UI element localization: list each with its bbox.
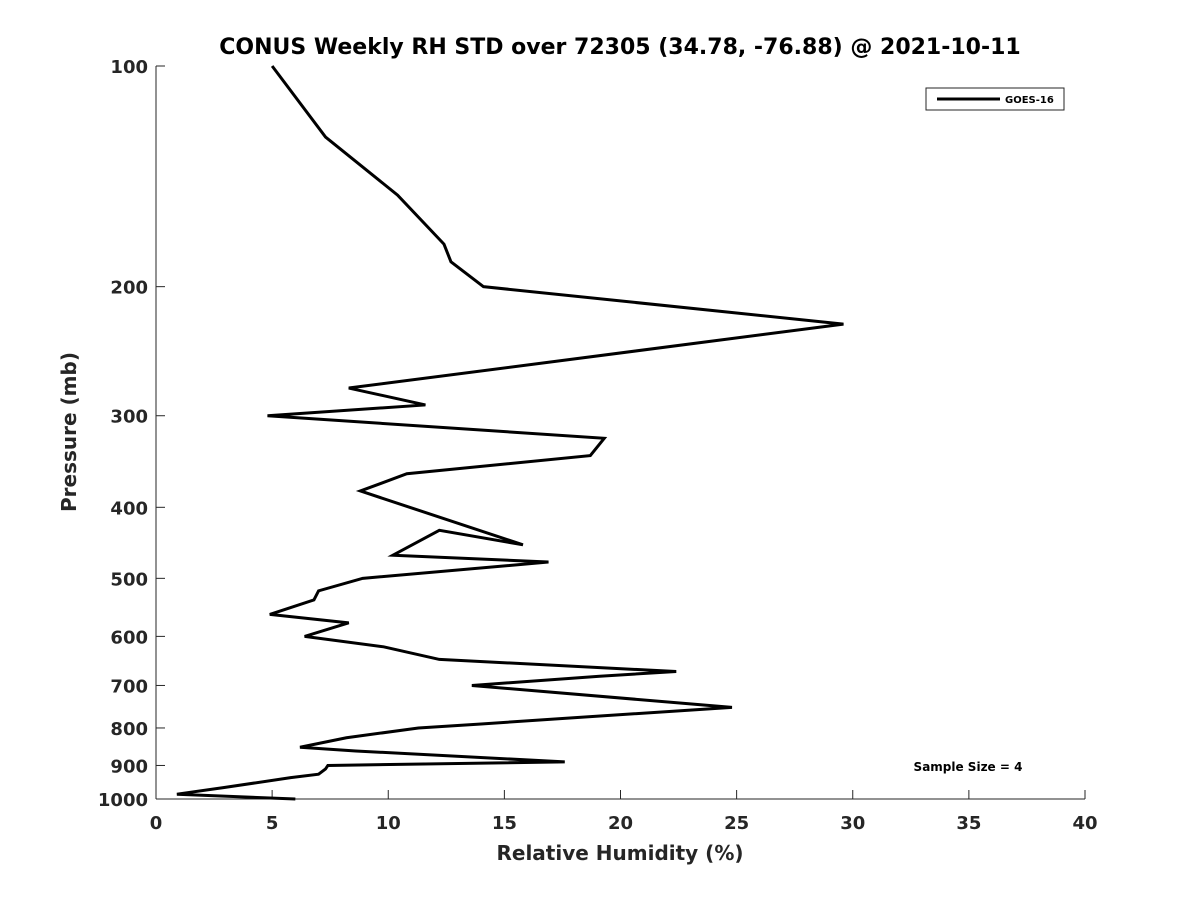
x-tick-label: 25 xyxy=(724,813,749,834)
sample-size-annotation: Sample Size = 4 xyxy=(914,760,1023,774)
x-tick-label: 40 xyxy=(1072,813,1097,834)
x-tick-label: 20 xyxy=(608,813,633,834)
legend-label-goes-16: GOES-16 xyxy=(1005,95,1054,106)
x-tick-label: 35 xyxy=(956,813,981,834)
y-axis-label: Pressure (mb) xyxy=(57,352,81,512)
y-axis-ticks: 100 200 300 400 500 600 700 800 900 1000 xyxy=(98,57,165,811)
y-tick-label: 200 xyxy=(110,278,148,299)
y-tick-label: 700 xyxy=(110,676,148,697)
legend: GOES-16 xyxy=(925,87,1065,111)
series-layer xyxy=(176,65,844,801)
y-tick-label: 300 xyxy=(110,407,148,428)
y-tick-label: 600 xyxy=(110,627,148,648)
x-tick-label: 15 xyxy=(492,813,517,834)
x-tick-label: 0 xyxy=(150,813,163,834)
plot-area: 0 5 10 15 20 25 30 35 40 100 200 300 400 500 600 700 80… xyxy=(98,57,1098,834)
x-axis-ticks: 0 5 10 15 20 25 30 35 40 xyxy=(150,790,1098,834)
y-tick-label: 800 xyxy=(110,719,148,740)
series-line-goes-16 xyxy=(176,65,844,801)
x-tick-label: 10 xyxy=(376,813,401,834)
y-tick-label: 500 xyxy=(110,569,148,590)
y-tick-label: 400 xyxy=(110,498,148,519)
y-tick-label: 100 xyxy=(110,57,148,78)
x-axis-label: Relative Humidity (%) xyxy=(496,841,743,865)
x-tick-label: 5 xyxy=(266,813,279,834)
y-tick-label: 1000 xyxy=(98,790,148,811)
chart-title: CONUS Weekly RH STD over 72305 (34.78, -… xyxy=(219,35,1020,60)
x-tick-label: 30 xyxy=(840,813,865,834)
y-tick-label: 900 xyxy=(110,756,148,777)
